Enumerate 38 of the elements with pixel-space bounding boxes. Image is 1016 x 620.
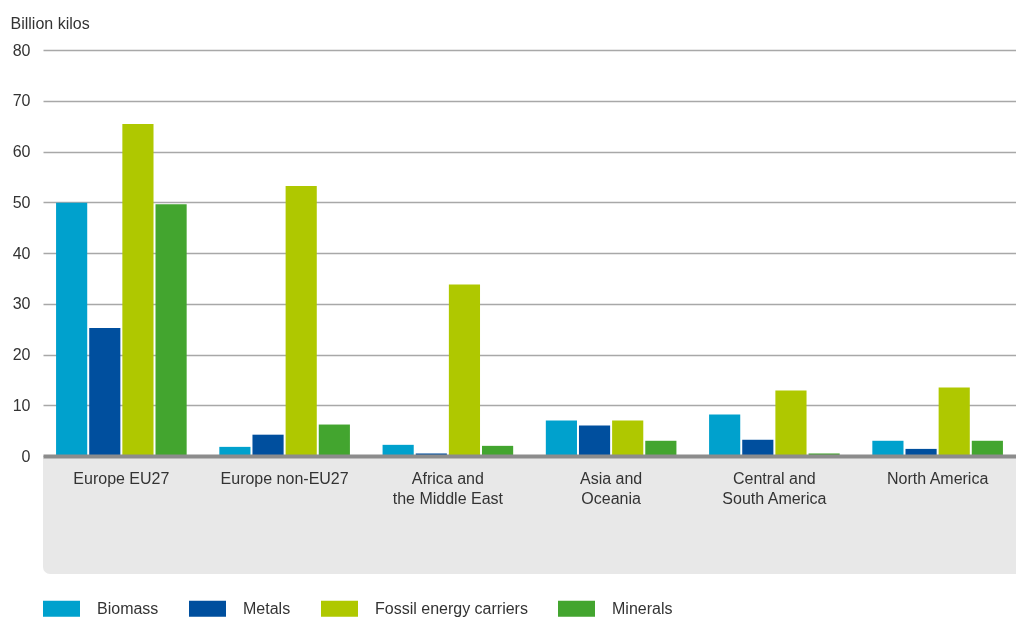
x-tick-label: Europe non-EU27 bbox=[220, 469, 349, 487]
bar bbox=[56, 202, 88, 456]
x-tick-label: Europe EU27 bbox=[73, 469, 170, 487]
y-axis-title: Billion kilos bbox=[10, 14, 90, 32]
bar bbox=[612, 420, 644, 456]
x-tick-label: Africa and the Middle East bbox=[392, 469, 504, 507]
x-tick-label: Asia and Oceania bbox=[579, 469, 643, 507]
bar bbox=[742, 439, 774, 456]
y-tick-label: 40 bbox=[12, 244, 31, 262]
bar bbox=[89, 328, 121, 456]
y-tick-label: 20 bbox=[12, 346, 31, 363]
x-tick-label: North America bbox=[886, 469, 989, 487]
y-tick-label: 60 bbox=[12, 143, 31, 160]
bar bbox=[252, 434, 284, 456]
y-tick-label: 0 bbox=[21, 447, 31, 465]
bar bbox=[545, 420, 577, 456]
x-tick-label: Central and South America bbox=[722, 469, 827, 507]
y-tick-label: 10 bbox=[12, 396, 31, 414]
legend-label: Biomass bbox=[97, 599, 159, 617]
bar bbox=[938, 387, 970, 456]
bar bbox=[872, 440, 904, 456]
y-tick-label: 50 bbox=[12, 193, 31, 211]
bar bbox=[285, 186, 317, 456]
y-tick-label: 30 bbox=[12, 295, 31, 313]
bar bbox=[122, 124, 154, 456]
bar bbox=[709, 414, 741, 456]
legend-label: Minerals bbox=[612, 599, 673, 617]
legend-label: Fossil energy carriers bbox=[375, 599, 528, 617]
y-tick-label: 80 bbox=[12, 41, 31, 59]
bar bbox=[318, 424, 350, 456]
bar bbox=[971, 440, 1003, 456]
bar bbox=[448, 284, 481, 456]
bar bbox=[645, 440, 677, 456]
y-tick-label: 70 bbox=[12, 92, 31, 110]
bar bbox=[775, 390, 807, 456]
bar bbox=[155, 204, 187, 456]
bar bbox=[578, 425, 611, 456]
legend-label: Metals bbox=[243, 599, 291, 617]
